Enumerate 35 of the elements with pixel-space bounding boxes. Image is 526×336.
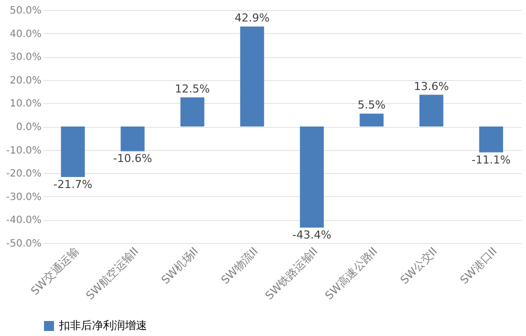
data-label: 13.6% (414, 80, 449, 93)
bar (180, 97, 204, 126)
data-label: -10.6% (113, 152, 152, 166)
y-tick-label: 0.0% (16, 122, 42, 133)
data-label: 5.5% (358, 98, 386, 112)
y-tick-label: -50.0% (6, 238, 42, 250)
y-tick-label: -20.0% (6, 168, 42, 180)
y-tick-label: 50.0% (10, 6, 42, 16)
data-label: -43.4% (292, 228, 332, 242)
x-tick-label: SW港口II (458, 244, 500, 287)
bar (120, 126, 145, 152)
x-tick-label: SW高速公路II (322, 244, 380, 302)
y-tick-label: -10.0% (6, 145, 42, 156)
data-label: 42.9% (234, 12, 270, 25)
data-label: 12.5% (174, 82, 210, 96)
x-tick-label: SW物流II (218, 244, 261, 287)
bar (60, 126, 85, 178)
x-tick-label: SW铁路运输II (262, 244, 320, 302)
y-tick-label: -30.0% (6, 192, 42, 203)
y-tick-label: -40.0% (6, 215, 42, 226)
x-tick-label: SW公交II (398, 244, 440, 287)
bar (240, 26, 264, 126)
y-tick-label: 40.0% (10, 28, 42, 40)
x-tick-label: SW航空运输II (84, 244, 142, 302)
data-label: -21.7% (53, 178, 92, 192)
bar (360, 114, 384, 126)
y-tick-label: 20.0% (10, 75, 42, 86)
bar (479, 126, 504, 152)
y-tick-label: 10.0% (10, 98, 42, 110)
bar (300, 126, 324, 228)
legend-label: 扣非后净利润增速 (58, 319, 147, 332)
data-label: -11.1% (472, 153, 511, 166)
y-tick-label: 30.0% (10, 52, 42, 64)
bar (419, 94, 444, 126)
x-tick-label: SW机场II (158, 244, 201, 287)
